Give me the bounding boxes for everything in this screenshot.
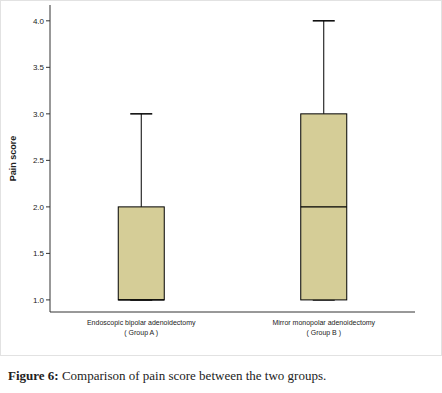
median-line (301, 206, 347, 207)
y-tick (46, 253, 50, 254)
chart: 1.0 1.5 2.0 2.5 3.0 3.5 4.0 Pain score Endoscopi… (0, 0, 442, 393)
x-tick-label-line: ( Group B ) (306, 329, 341, 337)
x-tick-label: Endoscopic bipolar adenoidectomy ( Group … (87, 319, 196, 337)
median-line (118, 299, 164, 300)
y-tick-label: 4.0 (33, 17, 45, 26)
upper-whisker (141, 114, 142, 207)
upper-whisker (323, 21, 324, 114)
caption: Figure 6: Comparison of pain score betwe… (8, 368, 326, 383)
box-group (118, 114, 164, 300)
y-axis-label: Pain score (8, 136, 18, 182)
box-group (301, 21, 347, 300)
y-tick-label: 3.5 (33, 63, 45, 72)
x-tick-label: Mirror monopolar adenoidectomy ( Group B … (272, 319, 375, 337)
y-tick (46, 113, 50, 114)
y-tick (46, 160, 50, 161)
caption-label: Figure 6: (8, 368, 59, 383)
max-cap (130, 113, 152, 115)
max-cap (313, 20, 335, 22)
x-axis (50, 312, 415, 313)
y-tick-label: 2.5 (33, 156, 45, 165)
y-tick (46, 299, 50, 300)
y-tick (46, 206, 50, 207)
boxes (118, 21, 347, 300)
y-axis (50, 5, 51, 312)
y-tick-label: 1.5 (33, 249, 45, 258)
y-tick (46, 20, 50, 21)
y-tick (46, 67, 50, 68)
caption-text: Comparison of pain score between the two… (59, 368, 327, 383)
box (301, 114, 347, 300)
y-tick-label: 2.0 (33, 203, 45, 212)
x-tick-label-line: Endoscopic bipolar adenoidectomy (87, 319, 196, 327)
y-tick-label: 3.0 (33, 110, 45, 119)
box (118, 207, 164, 300)
x-tick-label-line: Mirror monopolar adenoidectomy (272, 319, 375, 327)
x-tick-label-line: ( Group A ) (124, 329, 158, 337)
figure-border (1, 1, 442, 356)
y-tick-label: 1.0 (33, 296, 45, 305)
